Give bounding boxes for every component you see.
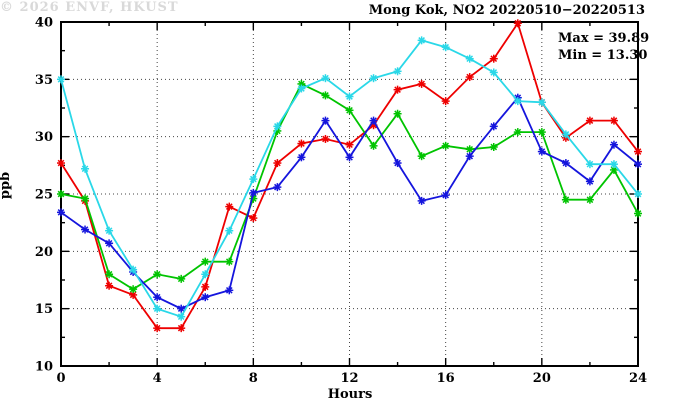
y-tick-label: 10 <box>35 360 53 375</box>
x-axis-label: Hours <box>327 387 373 402</box>
max-annotation: Max = 39.89 <box>558 31 650 46</box>
min-annotation: Min = 13.30 <box>558 48 648 63</box>
y-axis-label: ppb <box>0 171 14 200</box>
y-tick-label: 30 <box>35 130 53 145</box>
max-min-annotation: Max = 39.89 Min = 13.30 <box>558 30 649 64</box>
watermark: © 2026 ENVF, HKUST <box>0 0 179 15</box>
chart-title: Mong Kok, NO2 20220510−20220513 <box>368 3 645 18</box>
axis-ticks <box>60 21 639 367</box>
series-cyan <box>57 36 642 321</box>
x-tick-label: 16 <box>437 371 455 386</box>
x-tick-label: 12 <box>340 371 358 386</box>
x-tick-label: 24 <box>629 371 647 386</box>
series-red <box>57 19 642 333</box>
series-markers-cyan <box>57 36 642 321</box>
y-tick-label: 25 <box>35 188 53 203</box>
y-tick-label: 40 <box>35 16 53 31</box>
series-markers-red <box>57 19 642 333</box>
y-tick-label: 15 <box>35 302 53 317</box>
series-line-blue <box>60 96 639 310</box>
x-tick-label: 8 <box>249 371 258 386</box>
x-tick-label: 0 <box>56 371 65 386</box>
y-tick-label: 35 <box>35 73 53 88</box>
y-tick-label: 20 <box>35 245 53 260</box>
x-tick-label: 4 <box>153 371 162 386</box>
series-markers-blue <box>57 93 642 313</box>
series-blue <box>57 93 642 313</box>
tick-labels: 0 4 8 12 16 20 24 10 15 20 25 30 35 40 <box>35 16 647 387</box>
x-tick-label: 20 <box>533 371 551 386</box>
